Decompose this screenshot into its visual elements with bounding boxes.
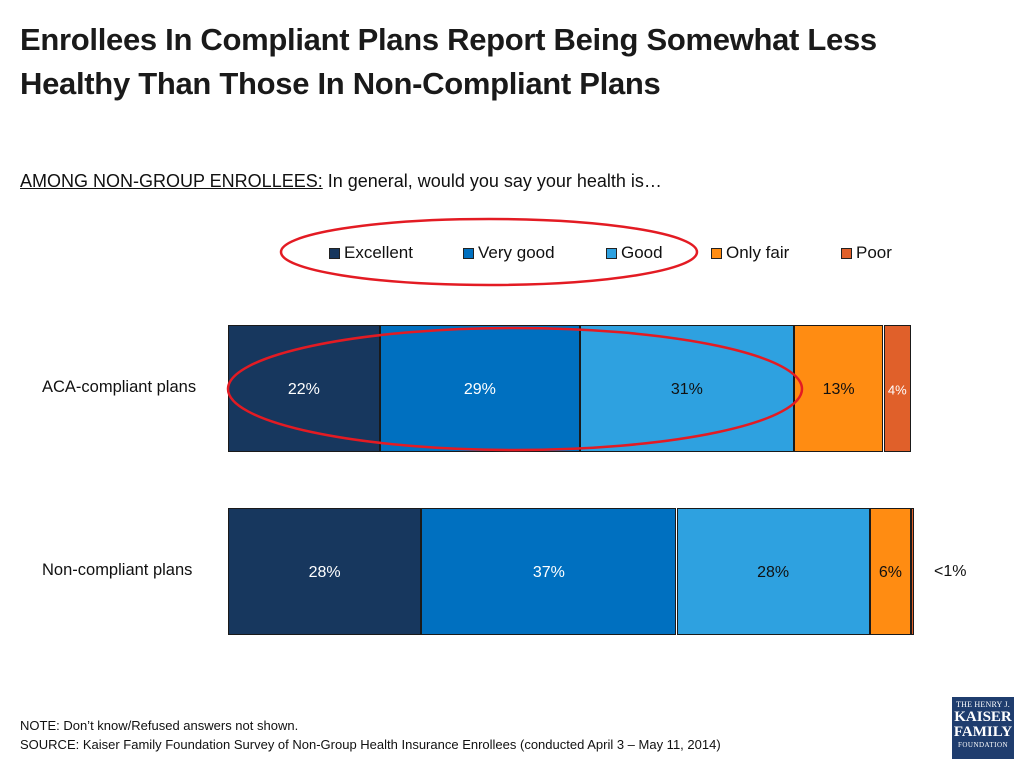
bar-segment-excellent-row-2	[228, 508, 422, 635]
category-label-aca-compliant: ACA-compliant plans	[42, 378, 197, 396]
data-label-very-good-row-2: 37%	[532, 563, 565, 581]
logo-line-1: THE HENRY J.	[956, 700, 1010, 709]
legend-item-excellent: Excellent	[329, 243, 413, 263]
chart-title: Enrollees In Compliant Plans Report Bein…	[20, 22, 877, 101]
legend-label-only-fair: Only fair	[726, 243, 790, 262]
legend-item-only-fair: Only fair	[711, 243, 789, 263]
legend-swatch-good	[606, 247, 617, 259]
logo-line-2: KAISER	[954, 709, 1012, 725]
bar-segment-only-fair-row-2	[869, 508, 912, 635]
data-label-very-good-row-1: 29%	[463, 380, 496, 398]
legend-label-poor: Poor	[856, 243, 892, 262]
legend-label-excellent: Excellent	[344, 243, 413, 262]
logo-line-3: FAMILY	[953, 724, 1013, 740]
legend-label-very-good: Very good	[478, 243, 555, 262]
category-label-non-compliant: Non-compliant plans	[42, 561, 193, 579]
data-label-only-fair-row-2: 6%	[878, 563, 902, 581]
footer: NOTE: Don’t know/Refused answers not sho…	[20, 716, 721, 754]
data-label-poor-row-2: <1%	[934, 562, 967, 580]
data-label-good-row-1: 31%	[670, 380, 703, 398]
legend-swatch-only-fair	[711, 247, 722, 259]
bar-segment-poor-row-1	[883, 325, 912, 452]
bar-segment-very-good-row-2	[421, 508, 677, 635]
data-label-good-row-2: 28%	[757, 563, 790, 581]
data-label-poor-row-1: 4%	[887, 382, 907, 397]
data-label-excellent-row-2: 28%	[308, 563, 341, 581]
bar-segment-only-fair-row-1	[793, 325, 884, 452]
legend-item-poor: Poor	[841, 243, 892, 263]
logo-line-4: FOUNDATION	[957, 741, 1009, 749]
data-label-excellent-row-1: 22%	[287, 380, 320, 398]
bar-segment-poor-row-2	[911, 508, 914, 635]
legend-label-good: Good	[621, 243, 663, 262]
chart-legend: Excellent Very good Good Only fair Poor	[0, 243, 1024, 265]
subtitle-prefix: AMONG NON-GROUP ENROLLEES:	[20, 171, 323, 191]
legend-swatch-excellent	[329, 247, 340, 259]
bar-segment-good-row-2	[676, 508, 870, 635]
legend-swatch-poor	[841, 247, 852, 259]
kff-logo: THE HENRY J. KAISER FAMILY FOUNDATION	[952, 697, 1014, 759]
legend-swatch-very-good	[463, 247, 474, 259]
footer-note: NOTE: Don’t know/Refused answers not sho…	[20, 718, 299, 733]
legend-item-very-good: Very good	[463, 243, 555, 263]
chart-subtitle: AMONG NON-GROUP ENROLLEES: In general, w…	[20, 171, 662, 192]
data-label-only-fair-row-1: 13%	[822, 380, 855, 398]
subtitle-question: In general, would you say your health is…	[322, 171, 662, 191]
legend-item-good: Good	[606, 243, 663, 263]
footer-source: SOURCE: Kaiser Family Foundation Survey …	[20, 737, 721, 752]
